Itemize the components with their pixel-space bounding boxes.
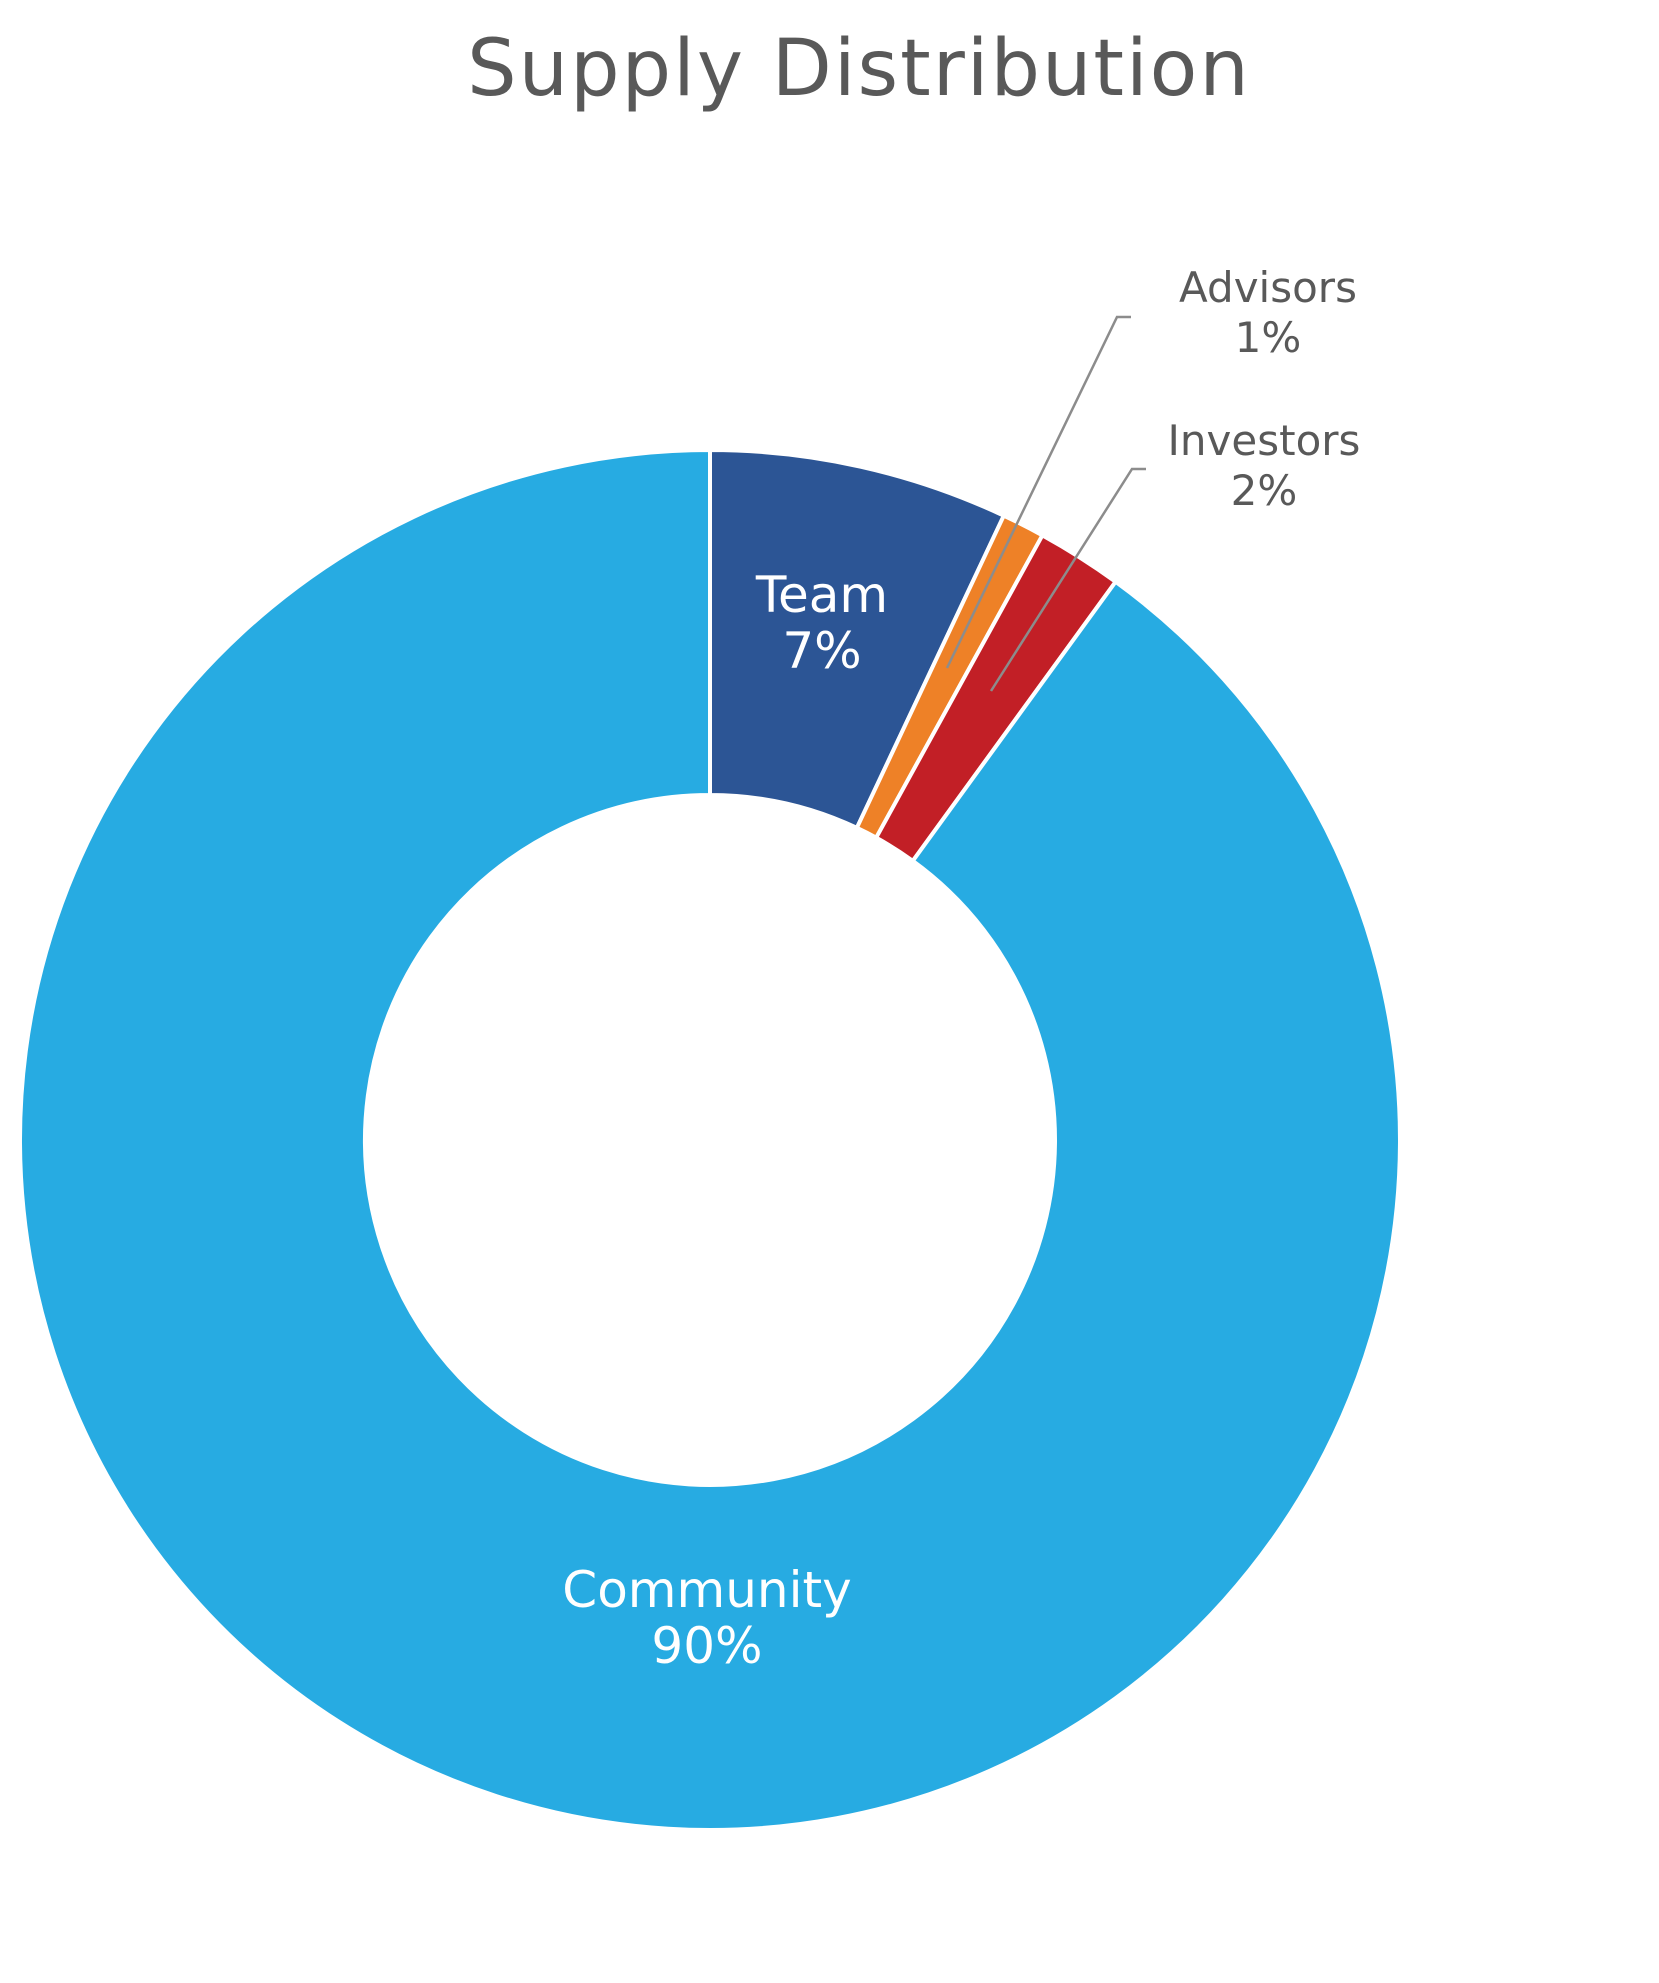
leader-lines-group — [945, 315, 1146, 692]
slices-group — [18, 447, 1402, 1832]
slice-value-team: 7% — [782, 622, 861, 680]
slice-value-investors: 2% — [1231, 466, 1298, 515]
slice-label-community: Community — [562, 1561, 851, 1619]
slice-label-investors: Investors — [1168, 416, 1361, 465]
slice-value-advisors: 1% — [1235, 313, 1302, 362]
slice-community — [18, 447, 1402, 1832]
slice-label-team: Team — [755, 566, 888, 624]
leader-line-investors — [989, 467, 1146, 692]
leader-line-advisors — [945, 315, 1131, 669]
chart-title: Supply Distribution — [467, 24, 1251, 114]
slice-value-community: 90% — [651, 1617, 762, 1675]
slice-label-advisors: Advisors — [1179, 263, 1357, 312]
